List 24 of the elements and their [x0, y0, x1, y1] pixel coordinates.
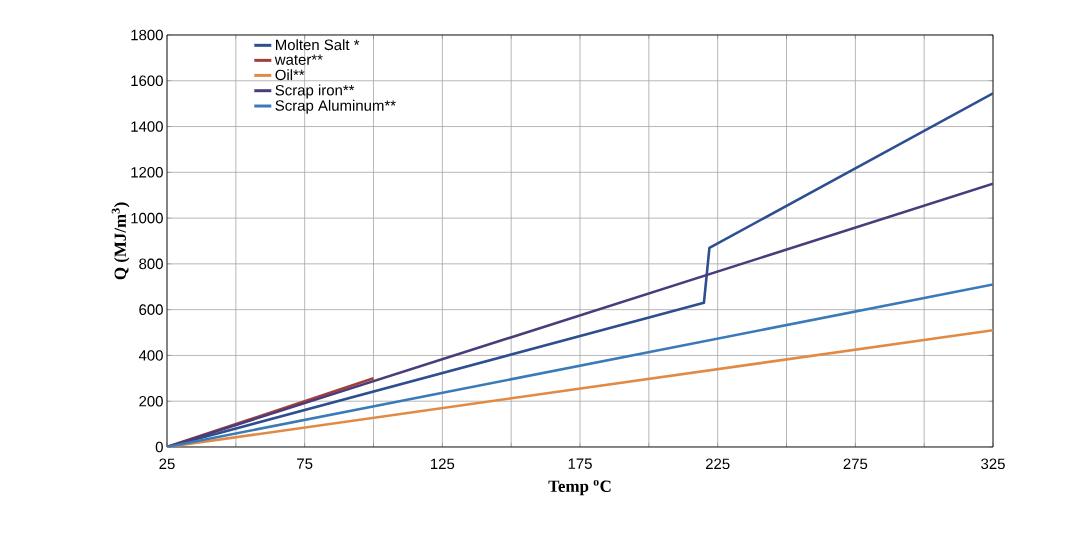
y-tick-label: 200: [139, 395, 163, 407]
y-tick-label: 1000: [131, 212, 163, 224]
x-axis-title: Temp $^{o}$C: [548, 479, 611, 496]
x-tick-label: 75: [297, 458, 313, 469]
x-tick-label: 275: [843, 458, 868, 470]
y-tick-label: 1200: [131, 167, 163, 178]
x-tick-label: 175: [568, 458, 592, 469]
x-tick-label: 325: [981, 458, 1005, 470]
x-tick-label: 25: [159, 458, 175, 470]
legend-label: Scrap iron**: [275, 84, 355, 99]
x-tick-label: 125: [431, 458, 455, 470]
legend-label: Molten Salt *: [276, 39, 360, 51]
x-tick-label: 225: [705, 458, 730, 470]
y-tick-label: 400: [138, 350, 163, 361]
y-axis-title: Q (MJ/m$^{3}$): [111, 202, 130, 280]
y-tick-label: 1800: [131, 29, 163, 41]
y-tick-label: 1600: [131, 75, 163, 87]
legend-label: Oil**: [275, 69, 305, 81]
y-tick-label: 1400: [131, 121, 163, 132]
y-tick-label: 0: [155, 441, 163, 453]
y-tick-label: 600: [139, 304, 163, 315]
legend-label: water**: [274, 54, 323, 65]
y-tick-label: 800: [139, 258, 163, 270]
legend-label: Scrap Aluminum**: [275, 99, 396, 114]
